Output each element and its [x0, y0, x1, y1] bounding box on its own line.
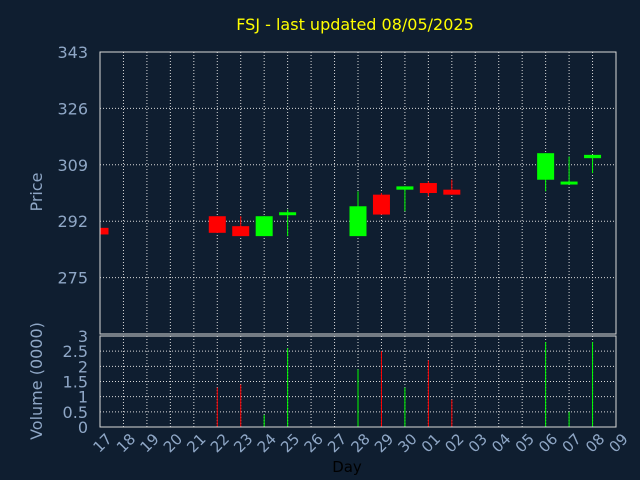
- x-tick-label: 19: [136, 430, 162, 456]
- x-tick-label: 28: [348, 430, 374, 456]
- x-axis-label: Day: [332, 458, 362, 476]
- x-tick-label: 17: [90, 430, 116, 456]
- candle-body: [232, 226, 250, 237]
- x-tick-label: 21: [183, 430, 209, 456]
- price-tick-label: 343: [57, 43, 88, 62]
- x-tick-label: 24: [254, 430, 280, 456]
- volume-axis-label: Volume (0000): [27, 322, 46, 440]
- candle-body: [584, 154, 602, 159]
- x-tick-label: 20: [160, 430, 186, 456]
- price-plot-frame: [99, 51, 617, 335]
- candle-body: [419, 183, 437, 193]
- volume-tick-label: 2: [78, 357, 88, 376]
- price-tick-label: 326: [57, 99, 88, 118]
- x-tick-label: 30: [394, 430, 420, 456]
- volume-plot-frame: [99, 335, 617, 428]
- x-tick-label: 08: [582, 430, 608, 456]
- candle-body: [560, 181, 578, 185]
- volume-tick-label: 1: [78, 388, 88, 407]
- price-tick-label: 309: [57, 156, 88, 175]
- volume-bars: [216, 342, 594, 427]
- x-tick-label: 02: [441, 430, 467, 456]
- price-candles: [99, 153, 602, 237]
- x-tick-label: 22: [207, 430, 233, 456]
- x-tick-label: 03: [465, 430, 491, 456]
- candle-body: [208, 216, 226, 233]
- x-tick-label: 25: [277, 430, 303, 456]
- volume-tick-label: 0: [78, 418, 88, 437]
- volume-tick-label: 3: [78, 327, 88, 346]
- x-tick-label: 27: [324, 430, 350, 456]
- x-tick-label: 18: [113, 430, 139, 456]
- volume-tick-label: 1.5: [63, 373, 88, 392]
- x-tick-label: 23: [230, 430, 256, 456]
- price-axis-label: Price: [27, 172, 46, 211]
- candle-body: [537, 153, 555, 180]
- x-tick-label: 05: [512, 430, 538, 456]
- price-y-tick-labels: 343 326 309 292 275: [57, 43, 88, 288]
- candle-body: [279, 212, 297, 216]
- candle-body: [372, 194, 390, 215]
- candle-body: [396, 186, 414, 190]
- x-tick-label: 01: [418, 430, 444, 456]
- x-tick-label: 09: [606, 430, 632, 456]
- volume-tick-label: 0.5: [63, 403, 88, 422]
- x-tick-labels: 1718192021222324252627282930010203040506…: [90, 430, 632, 456]
- price-tick-label: 275: [57, 269, 88, 288]
- candle-body: [443, 189, 461, 195]
- candle-body: [255, 216, 273, 237]
- volume-y-tick-labels: 32.521.510.50: [63, 327, 88, 437]
- x-tick-label: 06: [535, 430, 561, 456]
- chart-title: FSJ - last updated 08/05/2025: [236, 15, 474, 34]
- x-tick-label: 26: [301, 430, 327, 456]
- candle-body: [349, 206, 367, 237]
- x-tick-label: 29: [371, 430, 397, 456]
- x-tick-label: 07: [559, 430, 585, 456]
- candle-body: [100, 227, 109, 235]
- volume-tick-label: 2.5: [63, 342, 88, 361]
- price-tick-label: 292: [57, 212, 88, 231]
- x-tick-label: 04: [488, 430, 514, 456]
